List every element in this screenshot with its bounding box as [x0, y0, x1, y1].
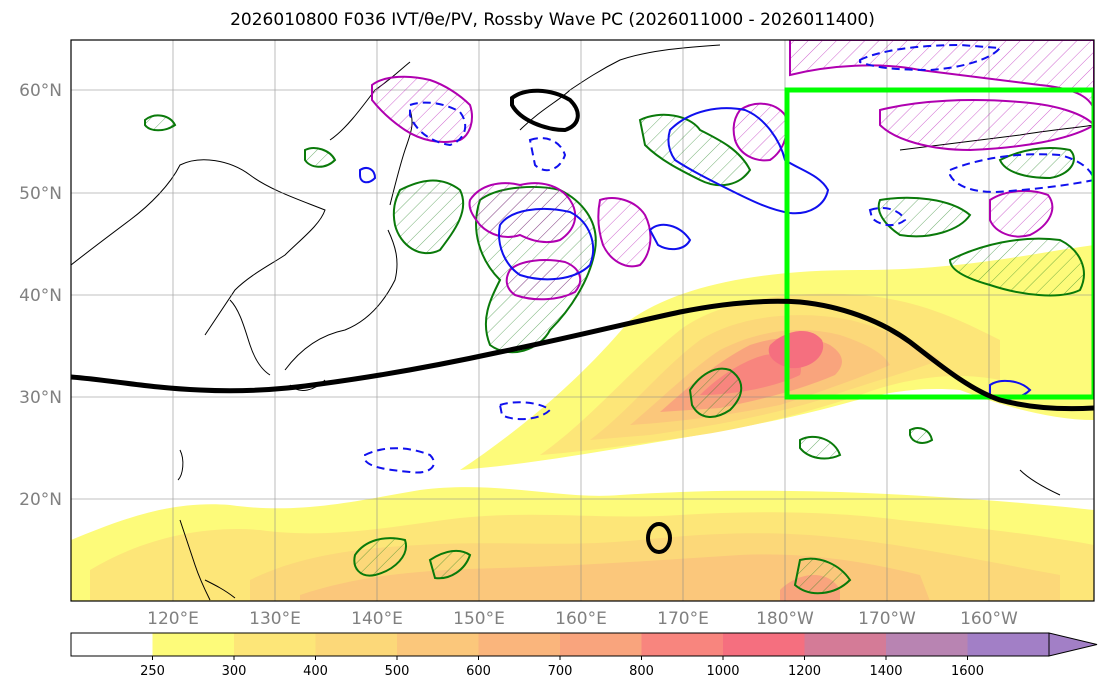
colorbar-tick-label: 1600 — [951, 664, 984, 679]
lon-label: 150°E — [453, 609, 505, 629]
colorbar-tick-label: 1400 — [869, 664, 902, 679]
lon-label: 140°E — [351, 609, 403, 629]
colorbar-segment — [234, 633, 316, 656]
latitude-labels: 60°N 50°N 40°N 30°N 20°N — [19, 81, 62, 510]
colorbar-segment — [804, 633, 887, 656]
gridlines — [71, 40, 1094, 601]
map-frame — [70, 39, 1095, 602]
lon-label: 130°E — [249, 609, 301, 629]
lon-label: 160°E — [555, 609, 607, 629]
colorbar-tick-label: 250 — [140, 664, 165, 679]
colorbar-segment — [478, 633, 561, 656]
lon-label: 170°E — [657, 609, 709, 629]
colorbar: 250 300 400 500 600 700 800 1000 1200 1400 1600 — [70, 632, 1098, 679]
lat-label: 40°N — [19, 286, 62, 306]
lat-label: 20°N — [19, 490, 62, 510]
blue-dashed-contours — [364, 43, 1094, 474]
highlight-box — [784, 87, 1094, 400]
jet-stream-line — [71, 298, 1094, 412]
lat-label: 30°N — [19, 388, 62, 408]
colorbar-tick-label: 600 — [466, 664, 491, 679]
black-contour-south — [646, 522, 672, 554]
colorbar-segment — [560, 633, 642, 656]
longitude-labels: 120°E 130°E 140°E 150°E 160°E 170°E 180°… — [147, 609, 1018, 629]
lon-label: 120°E — [147, 609, 199, 629]
colorbar-segment — [641, 633, 724, 656]
colorbar-tick-label: 1200 — [788, 664, 821, 679]
colorbar-tick-label: 1000 — [706, 664, 739, 679]
lat-label: 60°N — [19, 81, 62, 101]
colorbar-segment — [723, 633, 805, 656]
lat-label: 50°N — [19, 184, 62, 204]
colorbar-segment — [71, 633, 153, 656]
map-title: 2026010800 F036 IVT/θe/PV, Rossby Wave P… — [230, 10, 875, 30]
colorbar-segment — [886, 633, 968, 656]
colorbar-tick-label: 500 — [385, 664, 410, 679]
colorbar-tick-label: 300 — [222, 664, 247, 679]
colorbar-tick-label: 800 — [629, 664, 654, 679]
lon-label: 160°W — [960, 609, 1018, 629]
colorbar-segment — [315, 633, 398, 656]
lon-label: 170°W — [858, 609, 916, 629]
lon-label: 180°W — [756, 609, 814, 629]
black-contour-north — [510, 88, 580, 133]
colorbar-segment — [967, 633, 1050, 656]
colorbar-segment — [397, 633, 479, 656]
colorbar-tick-label: 700 — [548, 664, 573, 679]
colorbar-tick-label: 400 — [303, 664, 328, 679]
colorbar-extend-arrow — [1048, 632, 1098, 657]
colorbar-segment — [152, 633, 235, 656]
